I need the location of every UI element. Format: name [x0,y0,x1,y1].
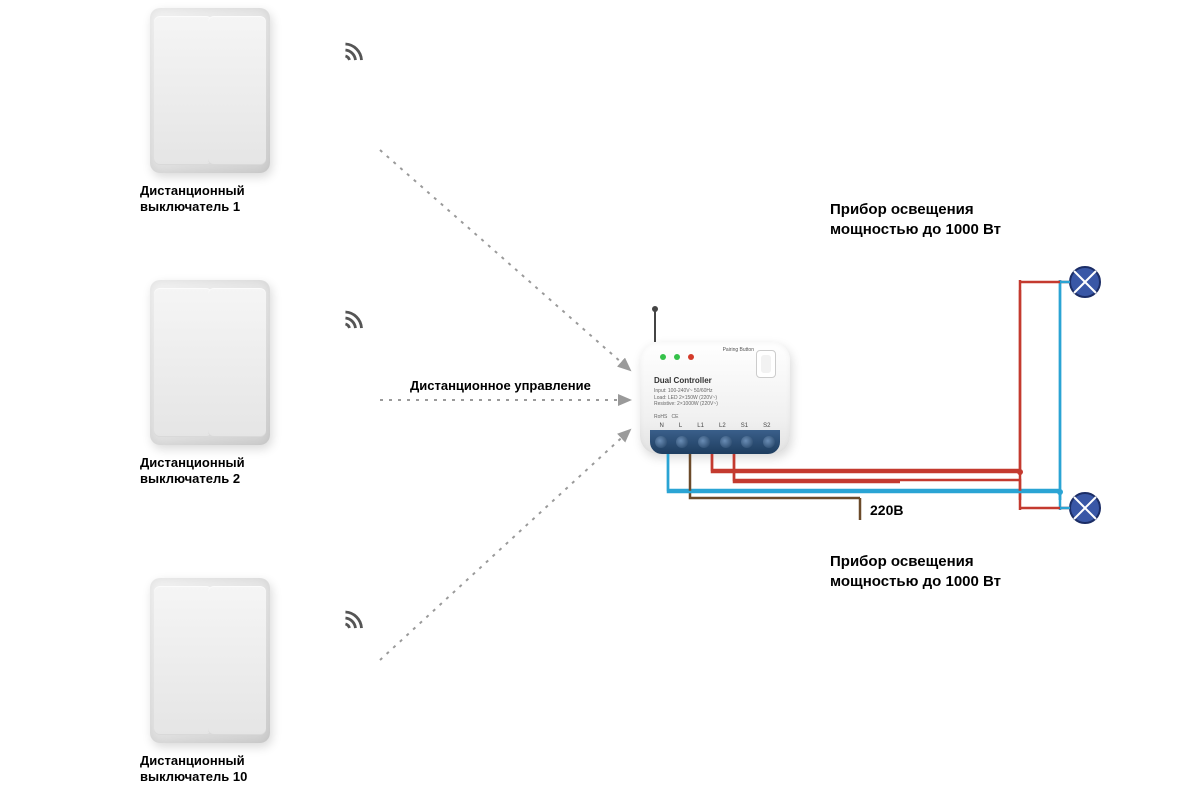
voltage-label: 220В [870,502,903,518]
label-text: мощностью до 1000 Вт [830,573,1001,590]
label-text: Прибор освещения [830,201,974,218]
lighting-device-label-top: Прибор освещения мощностью до 1000 Вт [830,200,1001,239]
lamp-icon [1070,267,1100,297]
lamp-icon [1070,493,1100,523]
wiring-diagram [0,0,1200,800]
label-text: мощностью до 1000 Вт [830,221,1001,238]
lighting-device-label-bottom: Прибор освещения мощностью до 1000 Вт [830,552,1001,591]
label-text: Прибор освещения [830,553,974,570]
